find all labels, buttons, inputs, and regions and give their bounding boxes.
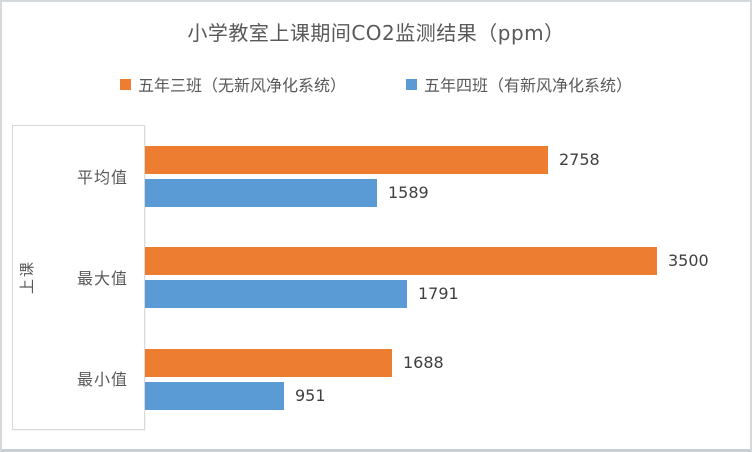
category-label: 平均值: [76, 167, 128, 187]
bar-series1: [145, 146, 548, 174]
chart-title: 小学教室上课期间CO2监测结果（ppm）: [187, 21, 565, 45]
bar-series1: [145, 247, 657, 276]
bar-value-label: 1688: [403, 352, 444, 372]
category-labels: 平均值 最大值 最小值: [12, 125, 128, 429]
category-label: 最小值: [76, 370, 128, 390]
category-label: 最大值: [76, 268, 128, 288]
bar-series1: [145, 348, 392, 377]
bar-series2: [145, 280, 407, 309]
legend-entry-series1: 五年三班（无新风净化系统）: [119, 72, 346, 96]
bar-value-label: 1589: [388, 183, 429, 202]
plot-area: 2758 1589 3500 1791 1688 951: [145, 125, 730, 429]
legend-swatch-blue-icon: [406, 78, 417, 90]
category-axis-area: [12, 125, 145, 430]
bar-group: 1688 951: [145, 328, 730, 429]
legend: 五年三班（无新风净化系统） 五年四班（有新风净化系统）: [2, 72, 750, 96]
bar-value-label: 1791: [418, 284, 459, 304]
bar-value-label: 3500: [668, 251, 709, 271]
legend-entry-series2: 五年四班（有新风净化系统）: [406, 72, 632, 96]
bar-group: 2758 1589: [145, 125, 730, 226]
legend-swatch-orange-icon: [119, 78, 131, 90]
bar-series2: [145, 381, 284, 410]
bar-series2: [145, 179, 377, 207]
legend-label-series1: 五年三班（无新风净化系统）: [137, 76, 346, 95]
legend-label-series2: 五年四班（有新风净化系统）: [424, 76, 633, 95]
bar-value-label: 951: [295, 385, 326, 405]
bar-value-label: 2758: [559, 150, 600, 169]
bar-group: 3500 1791: [145, 226, 730, 327]
